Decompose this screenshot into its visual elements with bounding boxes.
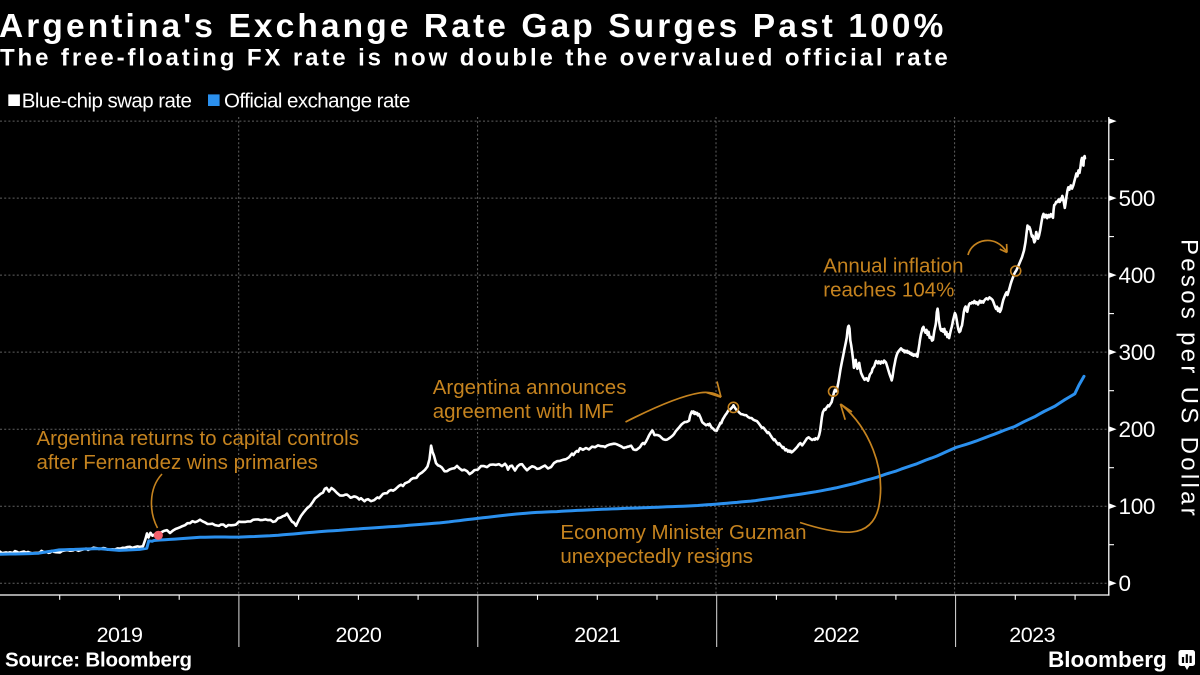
svg-text:0: 0 <box>1119 571 1131 596</box>
svg-text:2019: 2019 <box>97 623 143 647</box>
svg-text:Pesos per US Dollar: Pesos per US Dollar <box>1176 239 1200 519</box>
svg-text:unexpectedly resigns: unexpectedly resigns <box>560 545 753 568</box>
svg-text:300: 300 <box>1119 340 1156 365</box>
svg-text:Blue-chip swap rate: Blue-chip swap rate <box>22 89 192 112</box>
svg-text:Economy Minister Guzman: Economy Minister Guzman <box>560 521 806 544</box>
svg-text:200: 200 <box>1119 417 1156 442</box>
svg-text:2021: 2021 <box>574 623 620 647</box>
svg-text:after Fernandez wins primaries: after Fernandez wins primaries <box>37 451 318 474</box>
svg-text:500: 500 <box>1119 186 1156 211</box>
svg-text:100: 100 <box>1119 494 1156 519</box>
svg-text:400: 400 <box>1119 263 1156 288</box>
svg-text:2023: 2023 <box>1009 623 1055 647</box>
svg-text:2022: 2022 <box>813 623 859 647</box>
svg-text:Source: Bloomberg: Source: Bloomberg <box>5 649 192 672</box>
svg-text:Argentina returns to capital c: Argentina returns to capital controls <box>37 427 359 450</box>
svg-text:Official exchange rate: Official exchange rate <box>224 89 410 112</box>
svg-text:2020: 2020 <box>335 623 381 647</box>
svg-text:Bloomberg: Bloomberg <box>1048 647 1167 672</box>
svg-text:Argentina's Exchange Rate Gap: Argentina's Exchange Rate Gap Surges Pas… <box>0 8 946 45</box>
svg-text:Annual inflation: Annual inflation <box>823 255 963 278</box>
svg-text:Argentina announces: Argentina announces <box>433 376 627 399</box>
svg-text:The free-floating FX rate is n: The free-floating FX rate is now double … <box>0 45 951 72</box>
svg-text:agreement with IMF: agreement with IMF <box>433 400 614 423</box>
svg-text:reaches 104%: reaches 104% <box>823 279 954 302</box>
